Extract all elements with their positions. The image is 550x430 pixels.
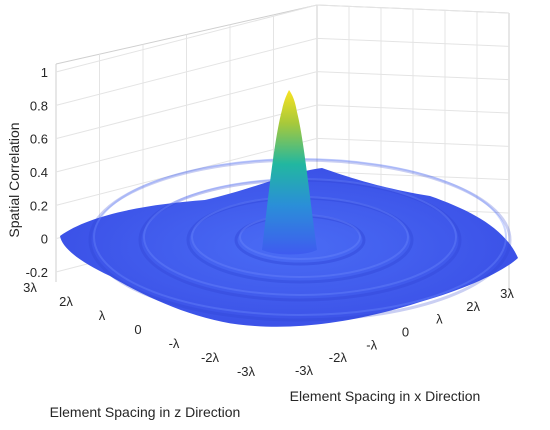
x-tick-label: 2λ: [466, 299, 480, 314]
y-tick-label: -2λ: [201, 350, 220, 365]
correlation-peak: [262, 90, 317, 255]
x-tick-label: -2λ: [329, 350, 348, 365]
x-axis-label: Element Spacing in x Direction: [290, 388, 481, 404]
x-tick-label: -3λ: [295, 363, 314, 378]
y-tick-label: 0: [134, 322, 141, 337]
tick-labels: 1 0.8 0.6 0.4 0.2 0 -0.2 -3λ -2λ -λ 0 λ 2λ 3λ 3λ 2λ λ 0 -λ…: [23, 65, 514, 379]
z-axis-label: Spatial Correlation: [6, 122, 22, 237]
z-tick-label: 1: [41, 65, 48, 80]
z-tick-label: 0.4: [30, 165, 48, 180]
x-tick-label: -λ: [366, 337, 377, 352]
x-tick-label: 3λ: [500, 286, 514, 301]
z-tick-label: 0: [41, 232, 48, 247]
z-tick-label: -0.2: [26, 265, 48, 280]
z-grid-line: [55, 4, 510, 73]
x-tick-label: λ: [436, 312, 443, 327]
z-tick-label: 0.2: [30, 198, 48, 213]
y-tick-label: λ: [99, 308, 106, 323]
z-tick-label: 0.6: [30, 132, 48, 147]
y-tick-label: -λ: [169, 336, 180, 351]
y-tick-label: 2λ: [59, 294, 73, 309]
z-tick-label: 0.8: [30, 98, 48, 113]
correlation-surface: [60, 90, 518, 327]
y-axis-label: Element Spacing in z Direction: [50, 404, 241, 420]
y-tick-label: 3λ: [23, 280, 37, 295]
x-tick-label: 0: [402, 325, 409, 340]
y-tick-label: -3λ: [237, 364, 256, 379]
